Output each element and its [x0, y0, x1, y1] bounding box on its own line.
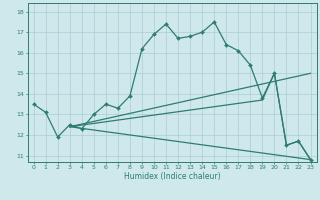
X-axis label: Humidex (Indice chaleur): Humidex (Indice chaleur) — [124, 172, 220, 181]
